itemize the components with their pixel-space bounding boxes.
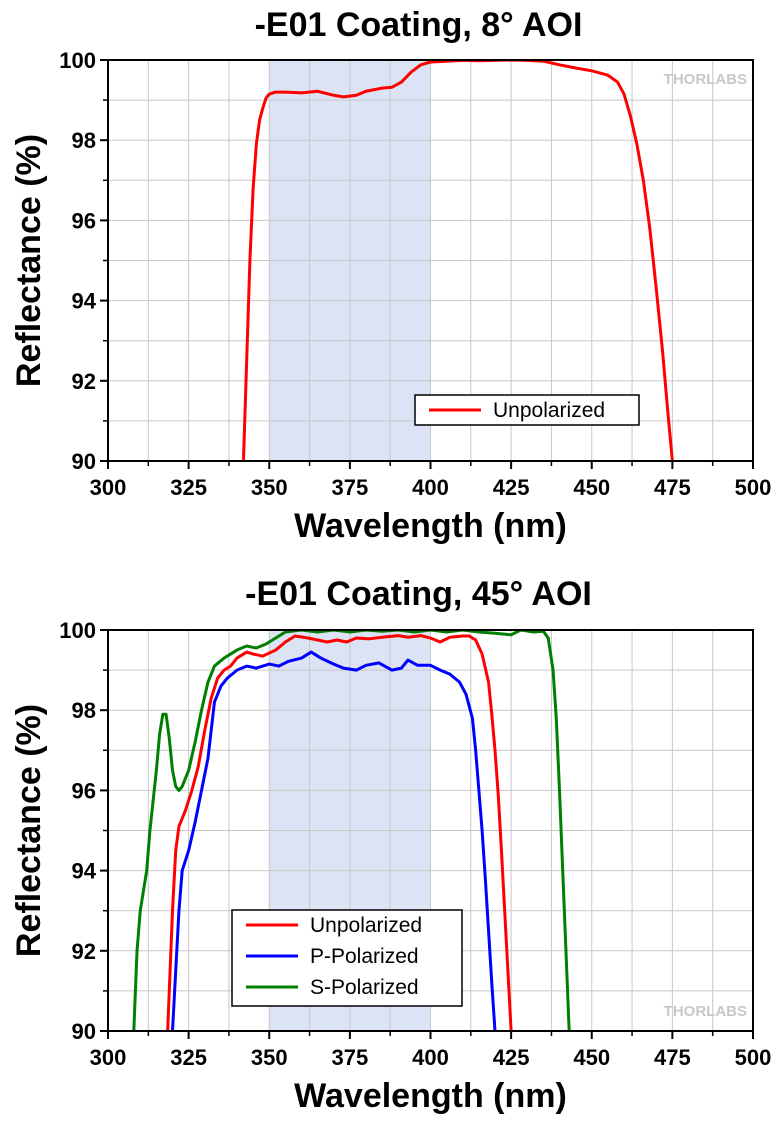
y-tick-label: 100 <box>59 48 96 73</box>
x-tick-label: 325 <box>170 475 207 500</box>
legend-label: P-Polarized <box>310 945 419 968</box>
chart-title: -E01 Coating, 8° AOI <box>255 6 583 44</box>
legend-label: Unpolarized <box>310 914 422 937</box>
x-tick-label: 500 <box>735 1045 772 1070</box>
y-axis-label: Reflectance (%) <box>10 134 48 387</box>
y-tick-label: 92 <box>72 939 96 964</box>
chart-1: 300 325 350 375 400 425 450 475 500 90 92 94 96 98 100… <box>10 6 771 545</box>
x-tick-label: 300 <box>90 475 127 500</box>
legend: Unpolarized P-Polarized S-Polarized <box>231 909 463 1007</box>
x-tick-label: 500 <box>735 475 772 500</box>
x-tick-label: 325 <box>170 1045 207 1070</box>
y-tick-label: 96 <box>72 208 96 233</box>
series-line-unpolarized <box>166 634 513 1031</box>
x-tick-label: 400 <box>412 1045 449 1070</box>
y-tick-label: 98 <box>72 698 96 723</box>
series-line-unpolarized <box>241 59 674 461</box>
series-line-p-polarized <box>171 650 497 1031</box>
x-tick-label: 450 <box>573 475 610 500</box>
x-tick-label: 475 <box>654 1045 691 1070</box>
y-tick-label: 90 <box>72 449 96 474</box>
series-group <box>132 629 571 1031</box>
x-axis-label: Wavelength (nm) <box>294 507 567 545</box>
chart-title: -E01 Coating, 45° AOI <box>245 575 592 613</box>
series-group <box>241 59 674 461</box>
y-tick-label: 90 <box>72 1019 96 1044</box>
x-tick-label: 350 <box>251 1045 288 1070</box>
y-tick-label: 92 <box>72 369 96 394</box>
chart-2: 300 325 350 375 400 425 450 475 500 90 92 94 96 98 100… <box>10 575 771 1115</box>
x-tick-label: 425 <box>493 475 530 500</box>
y-tick-label: 94 <box>72 859 97 884</box>
x-tick-label: 475 <box>654 475 691 500</box>
x-tick-label: 375 <box>332 1045 369 1070</box>
y-tick-label: 94 <box>72 289 97 314</box>
y-tick-label: 98 <box>72 128 96 153</box>
x-tick-label: 300 <box>90 1045 127 1070</box>
y-tick-label: 96 <box>72 778 96 803</box>
x-tick-label: 400 <box>412 475 449 500</box>
legend-box <box>414 394 640 426</box>
legend-label: S-Polarized <box>310 976 419 999</box>
legend-label: Unpolarized <box>493 399 605 422</box>
y-tick-label: 100 <box>59 618 96 643</box>
x-tick-label: 375 <box>332 475 369 500</box>
series-line-s-polarized <box>132 629 571 1031</box>
x-axis-label: Wavelength (nm) <box>294 1077 567 1115</box>
legend: Unpolarized <box>414 394 640 426</box>
y-axis-label: Reflectance (%) <box>10 704 48 957</box>
thorlabs-logo: THORLABS <box>664 71 747 88</box>
x-tick-label: 425 <box>493 1045 530 1070</box>
x-tick-label: 350 <box>251 475 288 500</box>
thorlabs-logo: THORLABS <box>664 1003 747 1020</box>
x-tick-label: 450 <box>573 1045 610 1070</box>
